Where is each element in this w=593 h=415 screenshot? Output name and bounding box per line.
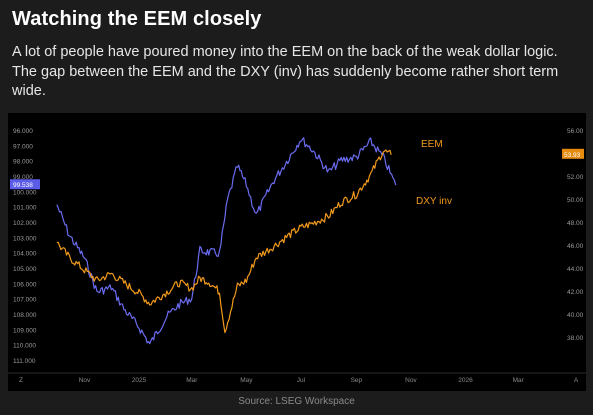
plot-area: [8, 113, 586, 391]
right-tick-label: 56.00: [567, 128, 584, 135]
left-tick-label: 96.000: [13, 128, 33, 135]
left-tick-label: 97.000: [13, 143, 33, 150]
left-tick-label: 108.000: [13, 312, 37, 319]
x-tick-label: Nov: [405, 377, 417, 384]
left-current-value-tag: [10, 179, 40, 190]
left-tick-label: 99.000: [13, 174, 33, 181]
x-tick-label: Mar: [186, 377, 198, 384]
x-tick-label: Jul: [297, 377, 306, 384]
legend-label-eem: EEM: [421, 139, 443, 150]
left-tick-label: 104.000: [13, 251, 37, 258]
left-tick-label: 110.000: [13, 343, 36, 350]
right-tick-label: 38.00: [567, 335, 584, 342]
series-line-dxy-inv: [56, 137, 397, 345]
line-chart: 96.000 97.000 98.000 99.000 100.000 101.000 10…: [8, 113, 586, 391]
left-axis: 96.000 97.000 98.000 99.000 100.000 101.000 10…: [13, 128, 37, 365]
legend-label-dxy-inv: DXY inv: [416, 196, 452, 207]
left-tick-label: 109.000: [13, 327, 37, 334]
left-tick-label: 101.000: [13, 205, 37, 212]
left-tick-label: 98.000: [13, 159, 33, 166]
x-axis: Z Nov 2025 Mar May Jul Sep Nov 2026 Mar A: [8, 372, 586, 384]
left-tick-label: 103.000: [13, 235, 37, 242]
left-tick-label: 107.000: [13, 297, 37, 304]
left-tick-label: 106.000: [13, 281, 37, 288]
x-tick-label: 2025: [132, 377, 147, 384]
x-tick-label: 2026: [458, 377, 473, 384]
left-tick-label: 102.000: [13, 220, 37, 227]
source-note: Source: LSEG Workspace: [238, 396, 355, 407]
x-tick-label: A: [574, 377, 579, 384]
labels-layer: 99.538 53.93 EEM DXY inv: [10, 139, 584, 207]
right-tick-label: 40.00: [567, 312, 584, 319]
x-tick-label: Nov: [79, 377, 91, 384]
left-tick-label: 100.000: [13, 189, 37, 196]
right-tick-label: 50.00: [567, 197, 584, 204]
x-tick-label: Mar: [513, 377, 525, 384]
right-tick-label: 48.00: [567, 220, 584, 227]
right-tick-label: 52.00: [567, 174, 584, 181]
series-line-eem: [56, 149, 392, 334]
right-tick-label: 46.00: [567, 243, 584, 250]
right-tick-label: 42.00: [567, 289, 584, 296]
left-tick-label: 111.000: [13, 358, 36, 365]
chart-container: 96.000 97.000 98.000 99.000 100.000 101.000 10…: [8, 113, 586, 391]
x-tick-label: May: [240, 377, 253, 384]
chart-subtitle: A lot of people have poured money into t…: [12, 44, 559, 99]
left-tick-label: 105.000: [13, 266, 37, 273]
chart-title: Watching the EEM closely: [12, 8, 262, 30]
right-current-value: 53.93: [564, 152, 581, 159]
x-tick-label: Z: [19, 377, 23, 384]
left-current-value: 99.538: [13, 182, 33, 189]
right-tick-label: 44.00: [567, 266, 584, 273]
x-tick-label: Sep: [351, 377, 363, 384]
series-layer: [56, 137, 397, 345]
right-current-value-tag: [562, 148, 584, 159]
